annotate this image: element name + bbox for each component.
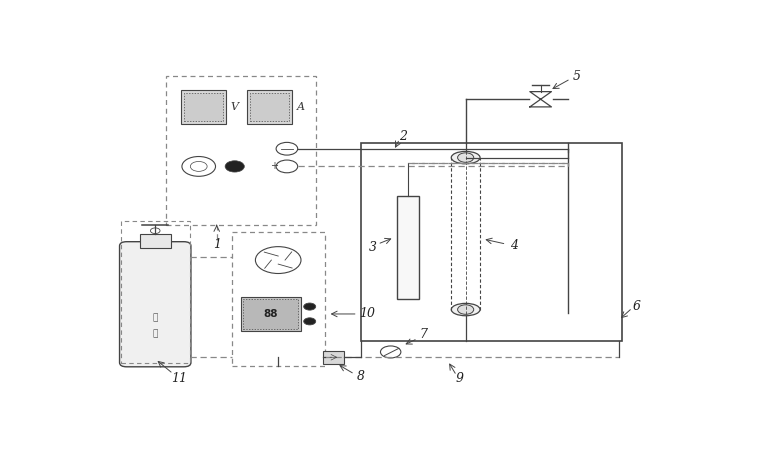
Text: 7: 7 <box>420 329 428 341</box>
Text: 氧: 氧 <box>152 314 158 323</box>
Bar <box>231 232 325 366</box>
Ellipse shape <box>451 151 480 164</box>
Bar <box>323 351 344 364</box>
Bar <box>397 196 420 299</box>
Bar <box>250 93 289 121</box>
Circle shape <box>225 161 245 172</box>
Text: 11: 11 <box>171 372 187 385</box>
Circle shape <box>303 318 316 325</box>
Text: 88: 88 <box>263 309 278 319</box>
Bar <box>361 143 622 341</box>
Circle shape <box>457 153 474 162</box>
Text: 4: 4 <box>509 240 518 252</box>
Text: 5: 5 <box>573 70 580 83</box>
Bar <box>166 76 316 225</box>
Text: 6: 6 <box>632 300 641 313</box>
Bar <box>121 221 190 363</box>
Text: 3: 3 <box>368 241 377 254</box>
Text: A: A <box>296 102 304 112</box>
Circle shape <box>303 303 316 310</box>
Bar <box>140 234 171 248</box>
Bar <box>181 90 226 124</box>
Text: 2: 2 <box>399 130 406 143</box>
Text: +: + <box>269 162 278 171</box>
Text: 气: 气 <box>152 329 158 338</box>
FancyBboxPatch shape <box>119 242 191 367</box>
Text: 9: 9 <box>456 372 464 385</box>
Bar <box>241 297 300 331</box>
Text: 1: 1 <box>213 238 221 251</box>
Text: 10: 10 <box>358 308 375 320</box>
Bar <box>183 93 223 121</box>
Bar <box>247 90 292 124</box>
Text: 8: 8 <box>357 370 365 383</box>
Ellipse shape <box>451 303 480 316</box>
Text: V: V <box>231 102 238 112</box>
Bar <box>243 299 298 329</box>
Circle shape <box>457 305 474 314</box>
